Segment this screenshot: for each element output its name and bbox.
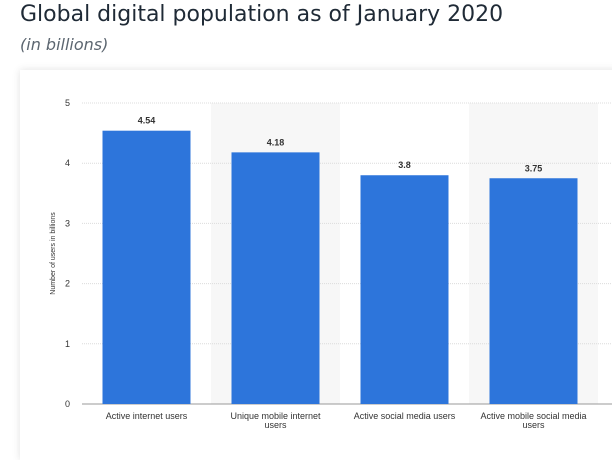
bar xyxy=(102,130,191,404)
chart-title: Global digital population as of January … xyxy=(20,2,504,27)
x-tick-label: Active internet users xyxy=(106,411,188,421)
chart-subtitle: (in billions) xyxy=(20,35,109,54)
y-tick-label: 3 xyxy=(65,218,70,228)
y-axis-label: Number of users in billions xyxy=(50,212,57,295)
data-label: 3.8 xyxy=(398,160,411,170)
data-label: 4.18 xyxy=(267,137,285,147)
x-tick-label: Active mobile social media xyxy=(480,411,586,421)
data-label: 3.75 xyxy=(525,163,543,173)
y-tick-label: 5 xyxy=(65,98,70,108)
x-tick-label: users xyxy=(264,420,287,430)
y-tick-label: 0 xyxy=(65,399,70,409)
bar xyxy=(489,178,578,404)
bar xyxy=(231,152,320,404)
y-tick-label: 2 xyxy=(65,279,70,289)
x-tick-label: Active social media users xyxy=(354,411,456,421)
y-tick-label: 4 xyxy=(65,158,70,168)
data-label: 4.54 xyxy=(138,116,156,126)
x-tick-label: users xyxy=(522,420,545,430)
x-tick-label: Unique mobile internet xyxy=(230,411,321,421)
bar xyxy=(360,175,449,404)
y-tick-label: 1 xyxy=(65,339,70,349)
